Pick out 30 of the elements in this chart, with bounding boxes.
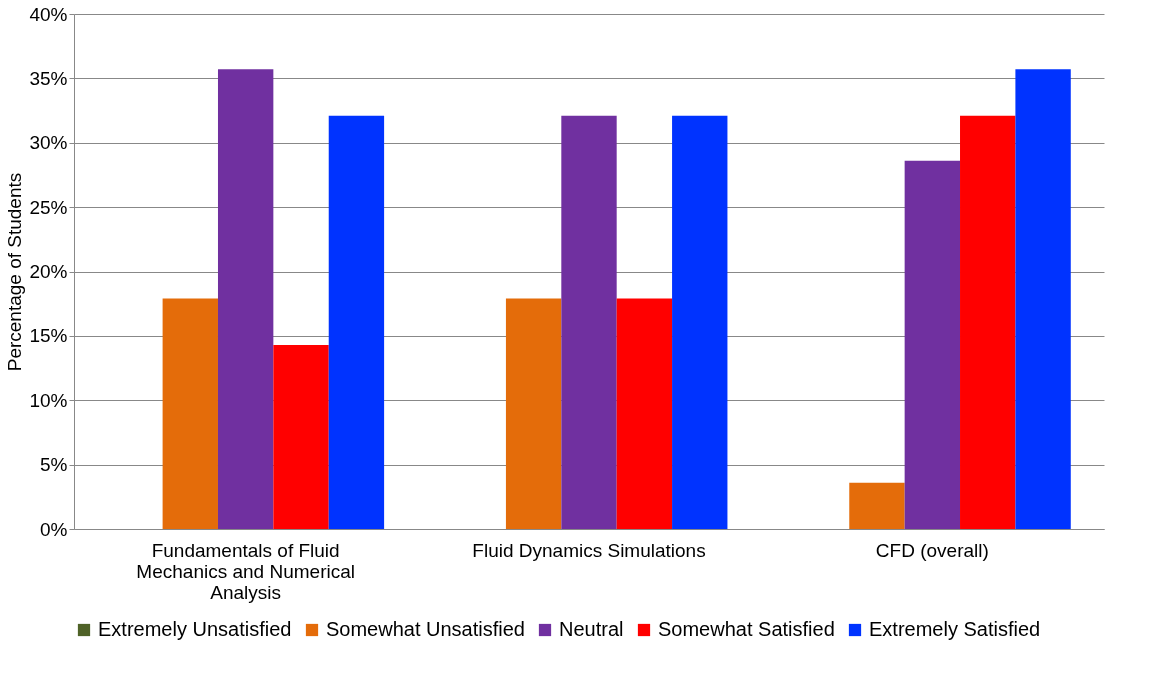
bar bbox=[217, 69, 274, 529]
y-tick-label: 25% bbox=[29, 196, 68, 218]
y-tick-label: 35% bbox=[29, 67, 68, 89]
y-tick-label: 15% bbox=[29, 325, 68, 347]
bar bbox=[960, 115, 1016, 529]
y-tick-label: 20% bbox=[29, 261, 68, 282]
y-tick-label: 30% bbox=[29, 132, 68, 154]
bar bbox=[849, 482, 905, 529]
legend-label: Somewhat Unsatisfied bbox=[326, 618, 525, 640]
bar bbox=[273, 344, 329, 529]
y-tick-label: 10% bbox=[29, 389, 68, 411]
bar bbox=[672, 115, 728, 529]
y-tick-label: 5% bbox=[40, 454, 68, 476]
y-tick-label: 40% bbox=[29, 3, 68, 25]
bar bbox=[616, 298, 673, 529]
bar bbox=[505, 298, 562, 529]
bar bbox=[162, 298, 218, 529]
legend-label: Somewhat Satisfied bbox=[658, 618, 835, 640]
x-tick-label: Fundamentals of Fluid Mechanics and Numerical Analysis bbox=[136, 539, 355, 603]
x-tick-label: Fluid Dynamics Simulations bbox=[472, 539, 706, 561]
y-axis-title: Percentage of Students bbox=[4, 172, 26, 372]
bar bbox=[561, 115, 617, 529]
y-tick-label: 0% bbox=[40, 518, 68, 540]
legend-label: Extremely Unsatisfied bbox=[98, 618, 292, 640]
legend-label: Extremely Satisfied bbox=[869, 618, 1041, 640]
x-tick-label: CFD (overall) bbox=[875, 539, 989, 561]
bar bbox=[1015, 69, 1071, 529]
legend-label: Neutral bbox=[559, 618, 624, 640]
bar bbox=[904, 160, 961, 529]
bar bbox=[328, 115, 385, 529]
